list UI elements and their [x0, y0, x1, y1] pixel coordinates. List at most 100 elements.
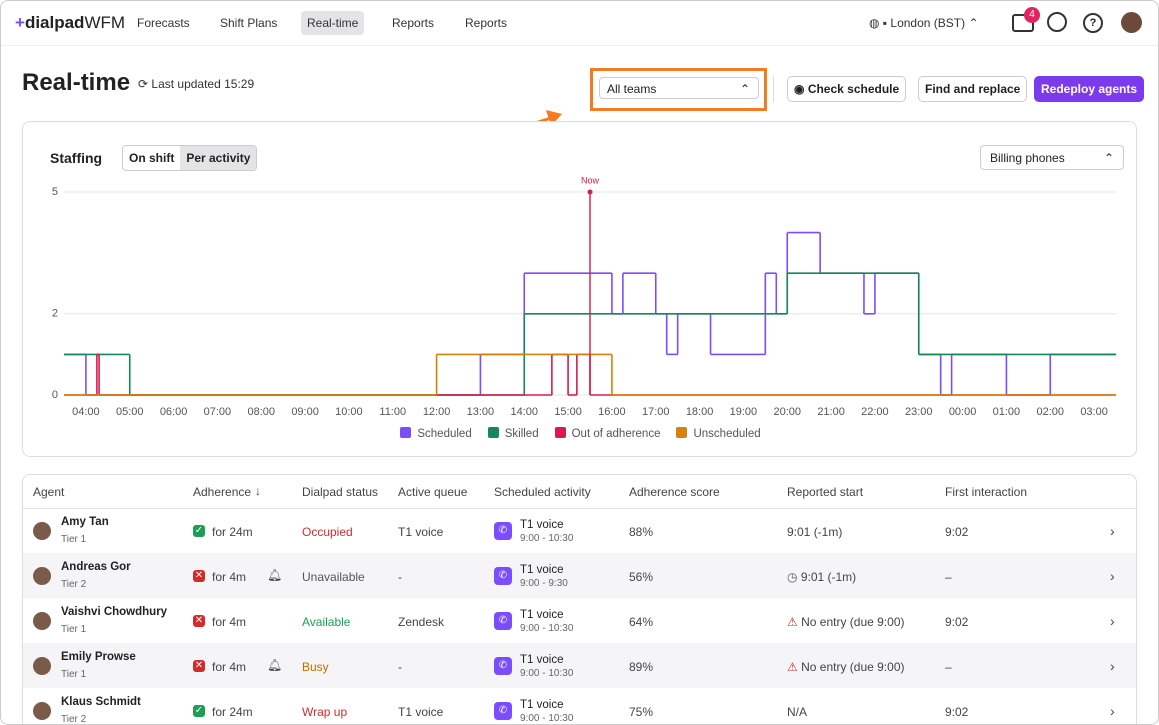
adherence-icon: ✕ [193, 570, 205, 582]
column-header[interactable]: First interaction [945, 485, 1028, 499]
x-tick-label: 20:00 [773, 406, 801, 418]
logo[interactable]: +dialpadWFM [15, 13, 126, 32]
help-icon[interactable]: ? [1083, 13, 1103, 33]
adherence-score: 75% [629, 705, 654, 719]
row-chevron[interactable]: › [1110, 568, 1115, 584]
legend-label: Scheduled [417, 428, 472, 440]
activity-time: 9:00 - 10:30 [520, 623, 574, 634]
queue-select[interactable]: Billing phones ⌃ [980, 145, 1124, 170]
adherence-icon: ✕ [193, 615, 205, 627]
active-queue: Zendesk [398, 615, 445, 629]
status-icon: ◷ [787, 570, 801, 584]
redeploy-button[interactable]: Redeploy agents [1034, 76, 1145, 102]
logo-text: dialpad [24, 13, 85, 32]
activity-time: 9:00 - 9:30 [520, 578, 568, 589]
legend-label: Unscheduled [693, 428, 761, 440]
x-tick-label: 22:00 [861, 406, 889, 418]
team-select[interactable]: All teams ⌃ [599, 77, 759, 99]
chart-title: Staffing [50, 150, 103, 166]
now-label: Now [581, 175, 600, 185]
row-chevron[interactable]: › [1110, 658, 1115, 674]
bell-icon[interactable]: 🔔︎ [267, 658, 283, 672]
x-tick-label: 12:00 [423, 406, 451, 418]
agent-name: Vaishvi Chowdhury [61, 606, 168, 618]
adherence-icon: ✓ [193, 705, 205, 717]
first-interaction: – [945, 570, 952, 584]
column-header[interactable]: Agent [33, 485, 65, 499]
toggle-option[interactable]: On shift [129, 151, 175, 165]
nav-divider [1, 45, 1158, 46]
x-tick-label: 16:00 [598, 406, 626, 418]
adherence-duration: for 4m [212, 570, 247, 584]
header-divider [23, 508, 1136, 509]
x-tick-label: 03:00 [1080, 406, 1108, 418]
nav-item[interactable]: Reports [392, 16, 435, 30]
activity-icon: ✆ [494, 702, 512, 720]
column-header[interactable]: Reported start [787, 485, 864, 499]
column-header[interactable]: Dialpad status [302, 485, 379, 499]
x-tick-label: 08:00 [247, 406, 275, 418]
reported-start-text: No entry (due 9:00) [801, 615, 905, 629]
reported-start-text: N/A [787, 705, 808, 719]
avatar [33, 567, 51, 585]
user-avatar[interactable] [1121, 12, 1142, 33]
adherence-icon: ✓ [193, 525, 205, 537]
dialpad-status: Wrap up [302, 705, 348, 719]
column-header[interactable]: Scheduled activity [494, 485, 591, 499]
column-header[interactable]: Active queue [398, 485, 468, 499]
nav-item[interactable]: Forecasts [137, 16, 190, 30]
activity-name: T1 voice [520, 699, 564, 711]
avatar [33, 522, 51, 540]
adherence-duration: for 24m [212, 705, 253, 719]
active-queue: - [398, 570, 402, 584]
row-chevron[interactable]: › [1110, 523, 1115, 539]
x-tick-label: 00:00 [949, 406, 977, 418]
x-tick-label: 23:00 [905, 406, 933, 418]
legend-item[interactable]: Scheduled [400, 427, 472, 440]
agent-tier: Tier 1 [61, 624, 87, 635]
row-chevron[interactable]: › [1110, 613, 1115, 629]
nav-item-active[interactable]: Real-time [301, 11, 365, 35]
agent-name: Andreas Gor [61, 561, 131, 573]
legend-item[interactable]: Out of adherence [554, 427, 660, 440]
highlight-box [590, 68, 767, 111]
adherence-score: 89% [629, 660, 654, 674]
first-interaction: 9:02 [945, 705, 969, 719]
adherence-duration: for 24m [212, 525, 253, 539]
avatar [33, 702, 51, 720]
settings-icon[interactable] [1047, 12, 1067, 32]
view-toggle: On shift Per activity [122, 145, 258, 171]
location-text: London (BST) [890, 16, 966, 30]
column-header[interactable]: Adherence score [629, 485, 720, 499]
location-select[interactable]: ◍ ▪ London (BST) ⌃ [869, 16, 979, 30]
now-dot [587, 189, 593, 195]
x-tick-label: 05:00 [116, 406, 144, 418]
column-header[interactable]: Adherence [193, 485, 252, 499]
queue-select-text: Billing phones [990, 151, 1065, 165]
toggle-option-active[interactable]: Per activity [180, 146, 257, 170]
active-queue: T1 voice [398, 525, 444, 539]
reported-start: ⚠ No entry (due 9:00) [787, 615, 904, 629]
page-title: Real-time [22, 69, 131, 96]
activity-name: T1 voice [520, 609, 564, 621]
y-tick-label: 2 [52, 308, 58, 320]
status-icon: ⚠ [787, 660, 802, 674]
status-icon: ⚠ [787, 615, 802, 629]
legend-item[interactable]: Unscheduled [676, 427, 761, 440]
avatar [33, 657, 51, 675]
x-tick-label: 07:00 [204, 406, 232, 418]
bell-icon[interactable]: 🔔︎ [267, 568, 283, 582]
reported-start-text: 9:01 (-1m) [787, 525, 843, 539]
nav-item[interactable]: Shift Plans [220, 16, 278, 30]
agent-name: Emily Prowse [61, 651, 136, 663]
inbox-icon[interactable] [1012, 14, 1034, 32]
row-chevron[interactable]: › [1110, 703, 1115, 719]
check-schedule-button[interactable]: ◉ Check schedule [787, 76, 907, 102]
notification-badge: 4 [1024, 7, 1040, 23]
y-tick-label: 5 [52, 186, 58, 198]
find-replace-button[interactable]: Find and replace [918, 76, 1028, 102]
sort-icon: ↓ [255, 484, 261, 498]
nav-item[interactable]: Reports [465, 16, 508, 30]
legend-item[interactable]: Skilled [487, 427, 539, 440]
